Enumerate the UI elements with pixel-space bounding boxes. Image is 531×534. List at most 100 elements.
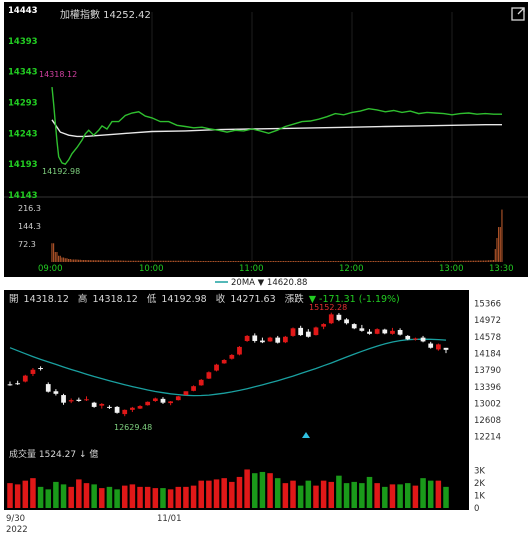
candle xyxy=(168,400,174,406)
quote-change-value: ▼ -171.31 (-1.19%) xyxy=(309,294,400,305)
intraday-volume-bar xyxy=(104,260,106,262)
intraday-volume-bar xyxy=(114,260,116,262)
intraday-volume-bar xyxy=(386,261,388,262)
candle-body xyxy=(130,407,135,410)
intraday-volume-bar xyxy=(324,261,326,262)
candle xyxy=(260,337,265,344)
daily-y-tick: 13396 xyxy=(474,383,501,393)
intraday-volume-bar xyxy=(446,261,448,262)
daily-volume-bar xyxy=(30,478,36,508)
intraday-volume-bar xyxy=(183,260,185,262)
intraday-volume-bar xyxy=(486,260,488,262)
daily-quote-line: 開 14318.12 高 14318.12 低 14192.98 收 14271… xyxy=(9,293,400,305)
intraday-volume-tick: 144.3 xyxy=(18,222,41,231)
intraday-volume-bar xyxy=(109,260,111,262)
intraday-volume-bar xyxy=(381,261,383,262)
daily-volume-bar xyxy=(114,489,120,508)
candle-body xyxy=(344,319,349,324)
daily-volume-bar xyxy=(313,485,319,508)
daily-volume-bar xyxy=(53,481,59,508)
intraday-volume-bar xyxy=(428,261,430,262)
daily-volume-bar xyxy=(236,476,243,508)
intraday-volume-bar xyxy=(341,261,343,262)
candle-body xyxy=(397,330,403,335)
candle-body xyxy=(99,403,105,406)
intraday-volume-bars xyxy=(51,209,503,262)
intraday-volume-bar xyxy=(429,261,431,262)
candle xyxy=(290,327,296,337)
intraday-volume-bar xyxy=(494,249,496,262)
intraday-volume-bar xyxy=(68,259,70,262)
daily-volume-bar xyxy=(160,488,166,508)
intraday-volume-bar xyxy=(479,260,481,262)
intraday-volume-bar xyxy=(461,260,463,262)
intraday-volume-bar xyxy=(138,260,140,262)
intraday-volume-bar xyxy=(69,259,71,262)
intraday-volume-bar xyxy=(258,261,260,262)
intraday-volume-bar xyxy=(453,260,455,262)
daily-volume-bar xyxy=(213,479,220,508)
intraday-volume-bar xyxy=(54,252,56,262)
intraday-volume-bar xyxy=(231,261,233,262)
candle-body xyxy=(443,347,449,350)
intraday-volume-bar xyxy=(53,243,55,262)
intraday-volume-bar xyxy=(123,260,125,262)
intraday-volume-bar xyxy=(279,261,281,262)
intraday-volume-bar xyxy=(473,260,475,262)
daily-volume-bar xyxy=(389,484,396,508)
daily-volume-bar xyxy=(221,478,227,508)
candle xyxy=(374,328,380,335)
signal-marker-icon xyxy=(302,432,310,438)
intraday-volume-bar xyxy=(443,261,445,262)
intraday-volume-bar xyxy=(254,261,256,262)
candle xyxy=(351,323,357,330)
candle xyxy=(443,347,449,354)
intraday-volume-bar xyxy=(194,260,196,262)
intraday-volume-bar xyxy=(349,261,351,262)
intraday-volume-bar xyxy=(286,261,288,262)
intraday-volume-bar xyxy=(348,261,350,262)
intraday-volume-bar xyxy=(501,209,503,262)
intraday-volume-bar xyxy=(338,261,340,262)
intraday-volume-bar xyxy=(198,260,200,262)
candle-body xyxy=(267,337,273,342)
daily-volume-bar xyxy=(167,489,174,508)
intraday-volume-bar xyxy=(498,227,500,262)
intraday-volume-bar xyxy=(419,261,421,262)
intraday-volume-bar xyxy=(268,261,270,262)
intraday-volume-bar xyxy=(111,260,113,262)
external-link-icon[interactable] xyxy=(511,7,525,21)
candle-body xyxy=(198,379,204,386)
intraday-volume-bar xyxy=(458,260,460,262)
candle xyxy=(397,328,403,336)
daily-volume-bar xyxy=(359,483,365,508)
daily-volume-bar xyxy=(45,489,51,508)
candle xyxy=(53,389,59,396)
intraday-price-line xyxy=(51,87,502,166)
intraday-volume-bar xyxy=(64,258,66,262)
intraday-volume-bar xyxy=(309,261,311,262)
candle xyxy=(313,326,319,336)
intraday-volume-bar xyxy=(248,261,250,262)
candle xyxy=(122,409,128,417)
intraday-volume-bar xyxy=(351,261,353,262)
daily-20ma-line xyxy=(9,338,447,397)
intraday-volume-bar xyxy=(149,260,151,262)
intraday-volume-bar xyxy=(251,261,253,262)
candle-body xyxy=(15,383,21,385)
intraday-volume-bar xyxy=(228,261,230,262)
intraday-volume-bar xyxy=(436,261,438,262)
candle xyxy=(382,328,388,335)
intraday-volume-bar xyxy=(373,261,375,262)
daily-volume-bar xyxy=(320,480,327,508)
candle-body xyxy=(328,314,334,324)
daily-y-tick: 12214 xyxy=(474,433,501,443)
daily-max-label: 15152.28 xyxy=(309,303,347,312)
candle xyxy=(244,335,250,342)
intraday-volume-bar xyxy=(333,261,335,262)
candle-body xyxy=(214,364,219,371)
intraday-volume-bar xyxy=(144,260,146,262)
candle xyxy=(38,366,43,371)
intraday-volume-bar xyxy=(424,261,426,262)
candle-body xyxy=(114,406,120,413)
